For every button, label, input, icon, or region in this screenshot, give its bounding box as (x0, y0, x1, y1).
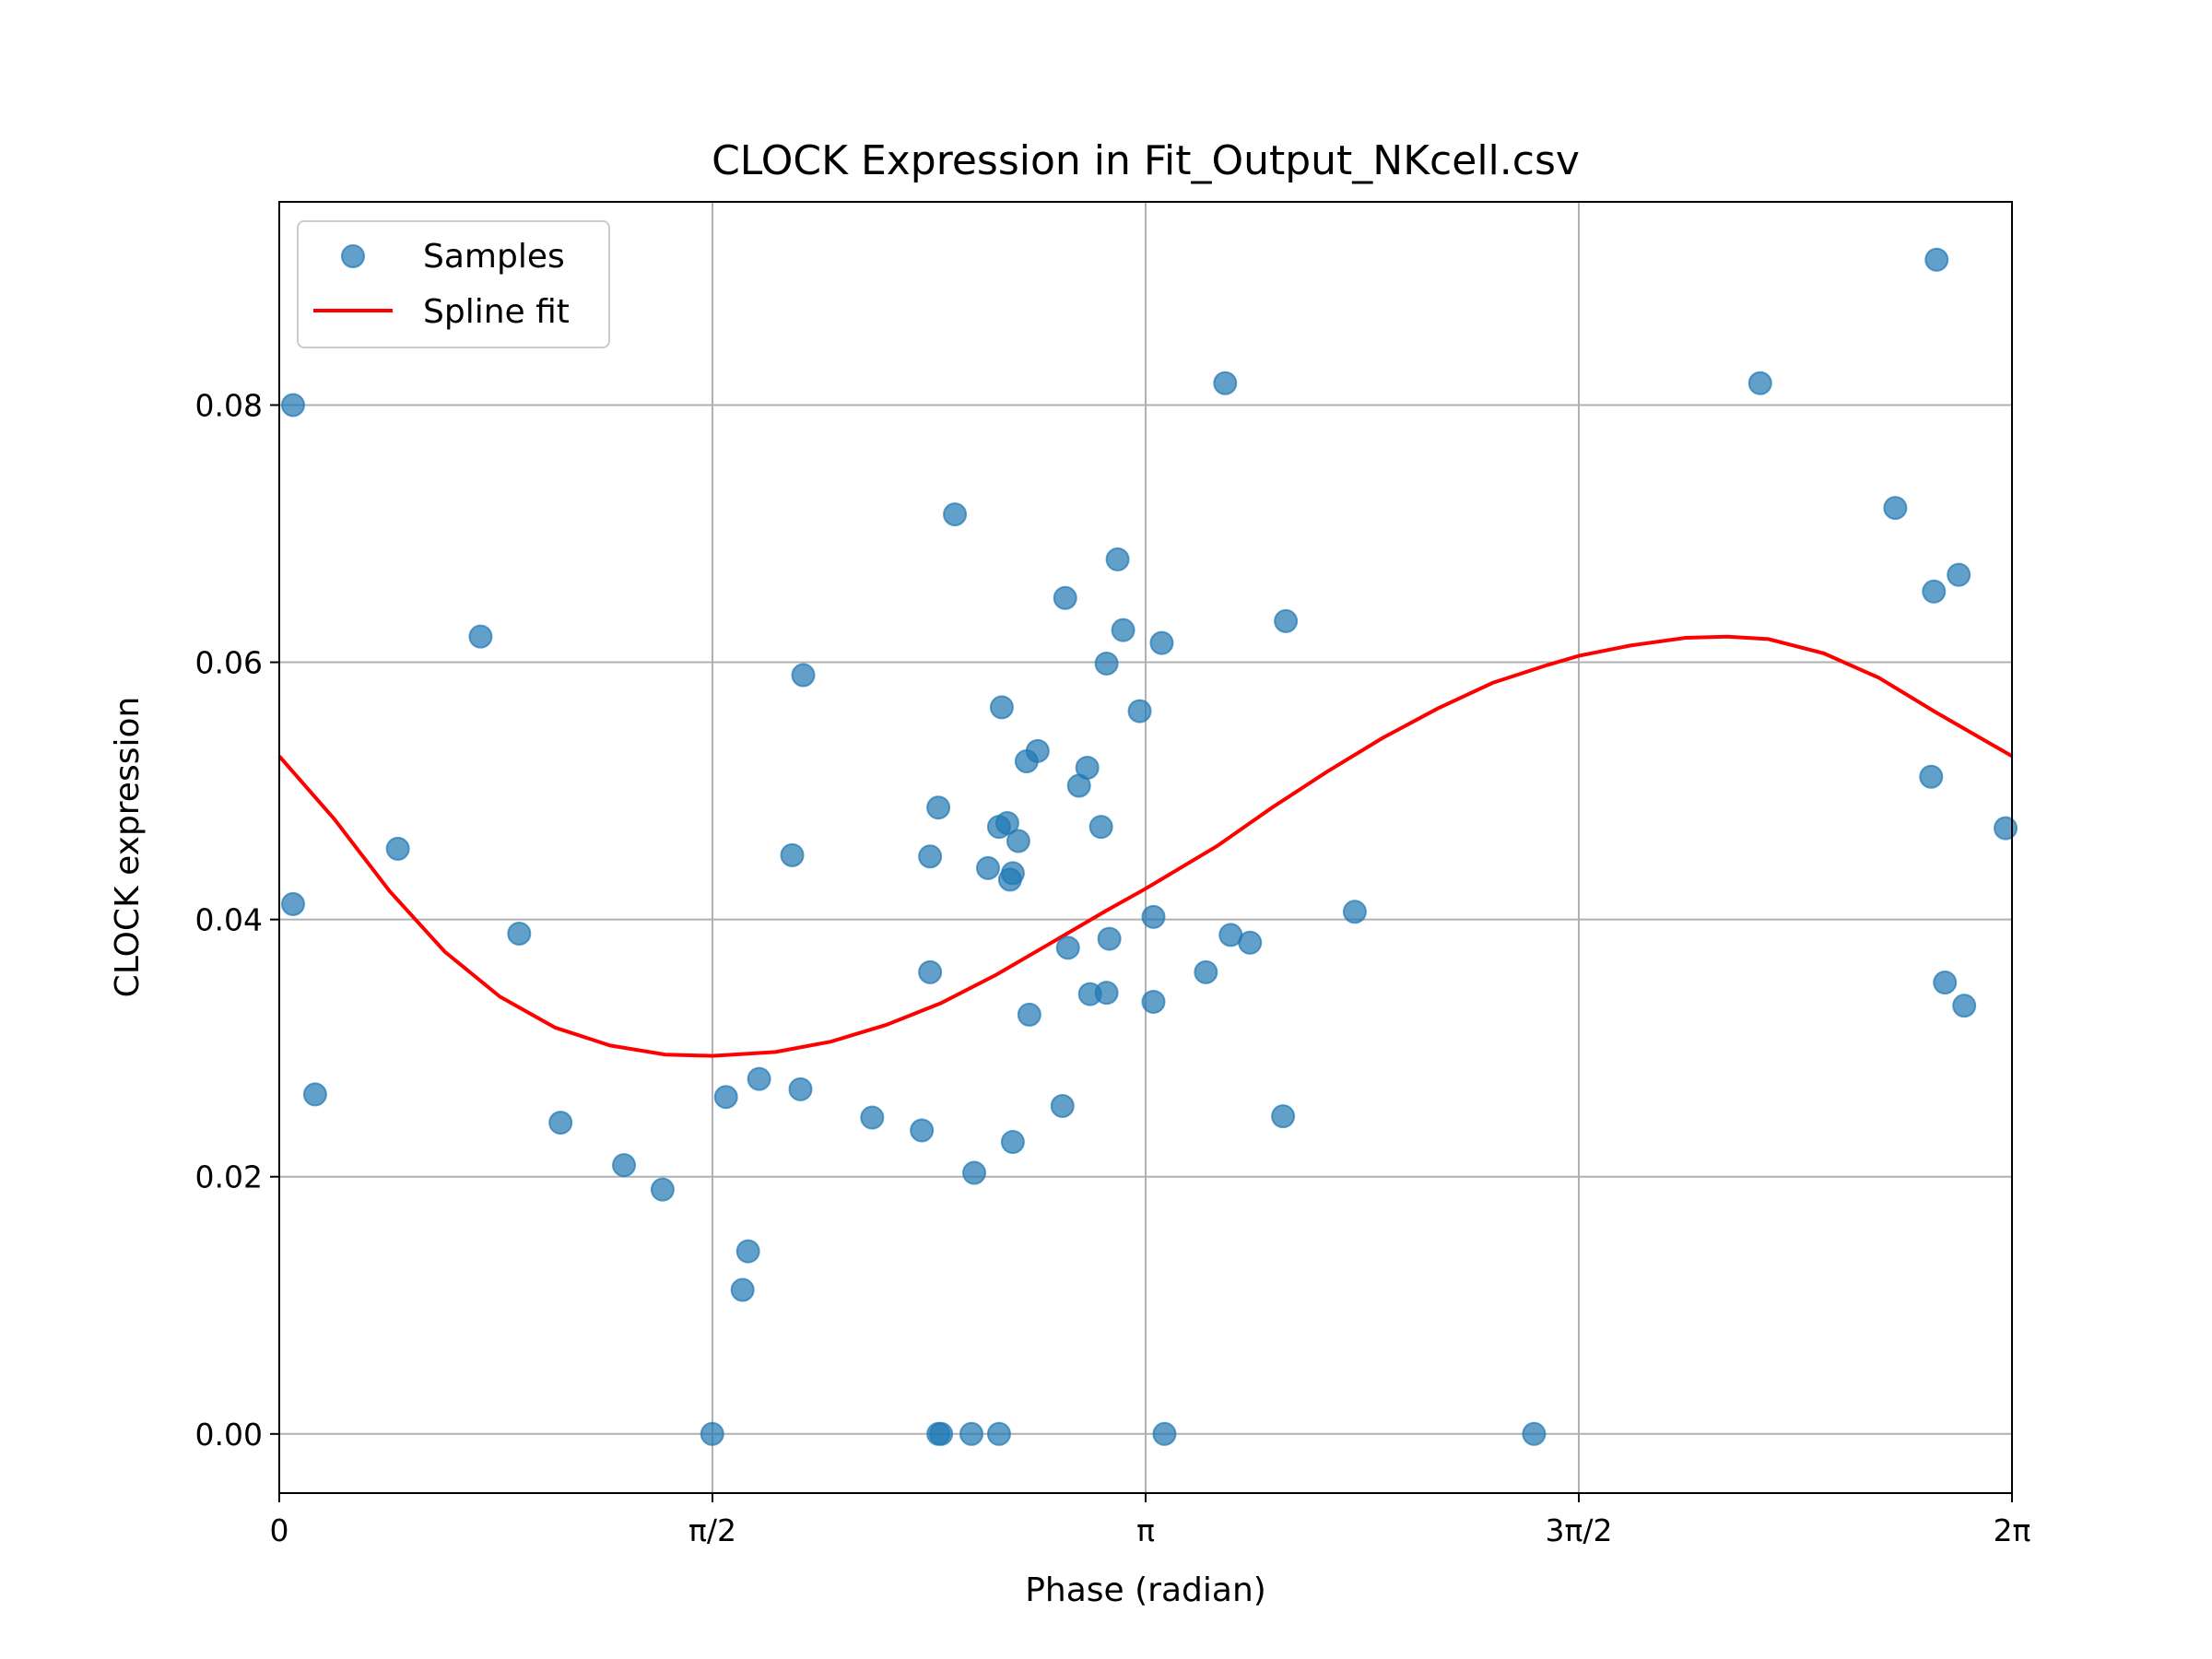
sample-point (1522, 1421, 1547, 1446)
sample-point (468, 624, 493, 649)
x-tick-label: π/2 (688, 1512, 736, 1548)
sample-point (650, 1177, 675, 1202)
sample-point (1213, 371, 1238, 395)
grid-lines (278, 202, 2013, 1493)
legend-label-spline-fit: Spline fit (423, 293, 570, 331)
sample-point (1075, 755, 1100, 780)
sample-point (507, 921, 532, 946)
sample-point (730, 1277, 755, 1302)
x-tick-label: π (1136, 1512, 1155, 1548)
sample-point (959, 1421, 984, 1446)
legend-label-samples: Samples (423, 238, 565, 276)
sample-point (1274, 608, 1299, 633)
sample-point (1127, 699, 1152, 724)
sample-point (1141, 904, 1166, 929)
sample-point (1097, 926, 1122, 951)
sample-point (943, 502, 968, 527)
sample-point (280, 891, 305, 916)
sample-point (929, 1421, 954, 1446)
sample-point (1947, 562, 1971, 587)
sample-point (1919, 764, 1944, 789)
x-axis-label: Phase (radian) (1025, 1571, 1266, 1609)
x-tick-label: 0 (270, 1512, 289, 1548)
sample-point (713, 1085, 738, 1110)
y-tick-label: 0.06 (195, 645, 263, 681)
sample-point (1094, 981, 1119, 1006)
sample-point (1883, 496, 1908, 521)
sample-point (1088, 815, 1113, 840)
sample-point (735, 1239, 760, 1264)
sample-point (1000, 861, 1025, 886)
sample-point (1747, 371, 1772, 395)
sample-point (1111, 618, 1135, 642)
sample-point (1933, 971, 1958, 995)
sample-point (1994, 816, 2018, 841)
sample-points (280, 247, 2018, 1446)
sample-point (975, 855, 1000, 880)
y-tick-label: 0.02 (195, 1159, 263, 1195)
sample-point (1152, 1421, 1177, 1446)
sample-point (994, 810, 1019, 835)
sample-point (1342, 900, 1367, 924)
sample-point (612, 1153, 637, 1178)
sample-point (989, 695, 1014, 720)
y-tick-label: 0.08 (195, 387, 263, 423)
sample-point (280, 393, 305, 418)
sample-point (1094, 651, 1119, 676)
sample-point (1017, 1002, 1041, 1027)
sample-point (780, 842, 805, 867)
sample-point (986, 1421, 1011, 1446)
sample-point (1952, 994, 1977, 1018)
sample-point (1050, 1093, 1075, 1118)
sample-point (1055, 935, 1080, 960)
sample-point (1141, 989, 1166, 1014)
sample-point (918, 844, 943, 869)
axis-ticks: 0 π/2 π 3π/2 2π 0.00 0.02 0.04 0.06 0.08 (195, 387, 2031, 1548)
sample-point (1025, 738, 1050, 763)
y-tick-label: 0.04 (195, 902, 263, 938)
sample-point (1922, 579, 1947, 604)
sample-point (1924, 247, 1949, 272)
sample-point (548, 1111, 573, 1135)
legend-marker-samples (341, 244, 365, 268)
sample-point (747, 1066, 771, 1091)
sample-point (1053, 585, 1077, 610)
spline-fit-path (277, 634, 2013, 1058)
chart-title: CLOCK Expression in Fit_Output_NKcell.cs… (712, 137, 1580, 184)
legend-box (297, 220, 610, 348)
sample-point (791, 663, 816, 688)
sample-point (1105, 547, 1130, 571)
sample-point (1149, 630, 1174, 655)
y-axis-label: CLOCK expression (109, 697, 147, 998)
sample-point (1000, 1130, 1025, 1155)
x-tick-label: 3π/2 (1546, 1512, 1613, 1548)
sample-point (1238, 930, 1263, 955)
sample-point (910, 1118, 935, 1143)
sample-point (302, 1082, 327, 1107)
sample-point (860, 1105, 885, 1130)
sample-point (918, 959, 943, 984)
sample-point (926, 795, 951, 820)
y-tick-label: 0.00 (195, 1417, 263, 1453)
spline-fit-line (277, 634, 2013, 1058)
sample-point (700, 1421, 724, 1446)
legend: Samples Spline fit (297, 220, 610, 348)
x-tick-label: 2π (1994, 1512, 2031, 1548)
sample-point (962, 1160, 987, 1185)
sample-point (1006, 829, 1030, 853)
sample-point (385, 836, 410, 861)
sample-point (1271, 1104, 1296, 1129)
sample-point (1194, 959, 1218, 984)
sample-point (788, 1077, 813, 1101)
